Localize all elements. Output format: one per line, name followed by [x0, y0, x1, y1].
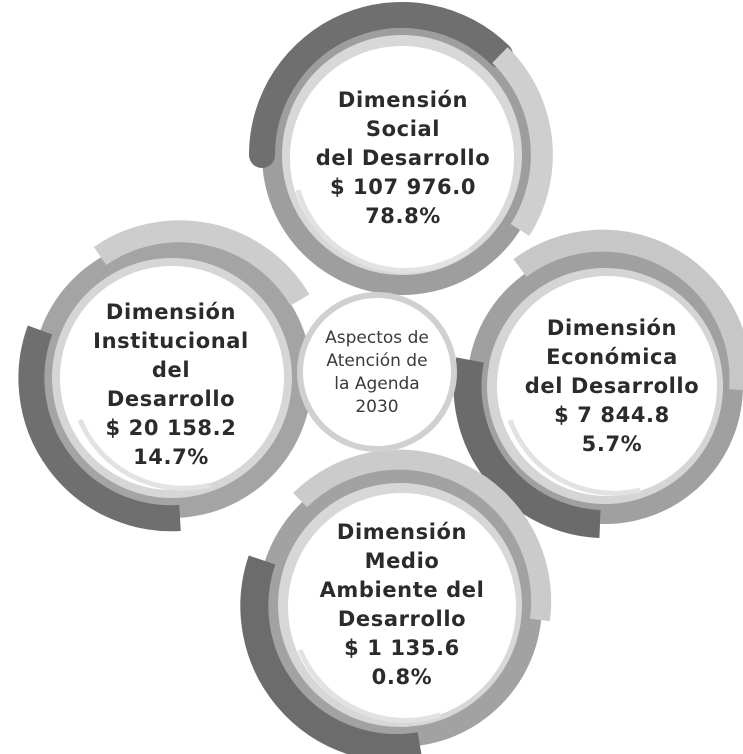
dimension-institucional-percent: 14.7% [133, 445, 209, 469]
dimension-social-label: Dimensión Social del Desarrollo $ 107 97… [290, 72, 516, 244]
dimension-medio-ambiente-label: Dimensión Medio Ambiente del Desarrollo … [282, 505, 522, 705]
center-title-line-1: Aspectos de [325, 328, 429, 348]
circle-economica [453, 229, 743, 538]
circle-medio-ambiente [240, 449, 552, 754]
circle-social [249, 2, 553, 295]
dimension-economica-amount: $ 7 844.8 [554, 402, 670, 427]
dimension-social-percent: 78.8% [365, 203, 441, 228]
dimension-economica-name-2: Económica [546, 344, 678, 369]
dimension-economica-percent: 5.7% [581, 431, 643, 456]
dimension-institucional-label: Dimensión Institucional del Desarrollo $… [58, 285, 284, 485]
center-circle [297, 292, 457, 452]
dimension-institucional-name-1: Dimensión [105, 300, 237, 324]
dimension-economica-label: Dimensión Económica del Desarrollo $ 7 8… [505, 300, 719, 472]
dimension-institucional-amount: $ 20 158.2 [105, 416, 237, 440]
dimension-institucional-name-3: del [151, 358, 191, 382]
dimension-medio-ambiente-name-2: Medio [364, 549, 440, 573]
dimension-social-amount: $ 107 976.0 [329, 174, 477, 199]
dimension-social-name-3: del Desarrollo [315, 145, 491, 170]
dimension-social-name-2: Social [365, 116, 441, 141]
center-title-line-3: la Agenda [334, 374, 420, 394]
dimension-institucional-name-4: Desarrollo [106, 387, 236, 411]
dimension-medio-ambiente-name-1: Dimensión [336, 520, 468, 544]
dimension-economica-name-3: del Desarrollo [524, 373, 700, 398]
dimension-social-name-1: Dimensión [337, 87, 469, 112]
dimension-medio-ambiente-amount: $ 1 135.6 [344, 636, 460, 660]
center-title-line-4: 2030 [355, 397, 399, 417]
dimension-medio-ambiente-percent: 0.8% [371, 665, 433, 689]
dimension-medio-ambiente-name-3: Ambiente del [319, 578, 485, 602]
dimension-economica-name-1: Dimensión [546, 315, 678, 340]
circle-institucional [18, 220, 312, 532]
dimension-medio-ambiente-name-4: Desarrollo [337, 607, 467, 631]
center-title-line-2: Atención de [326, 351, 428, 371]
dimension-institucional-name-2: Institucional [93, 329, 249, 353]
center-title: Aspectos de Atención de la Agenda 2030 [302, 303, 452, 443]
